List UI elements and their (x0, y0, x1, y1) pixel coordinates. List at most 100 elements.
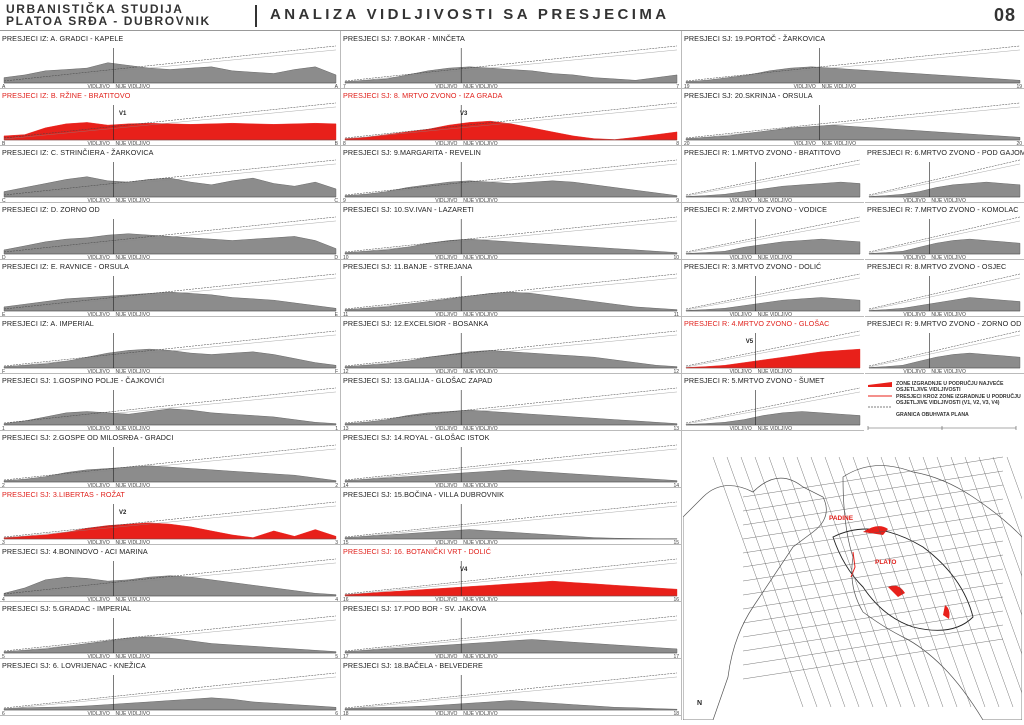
sight-line (344, 501, 678, 538)
section-title: PRESJECI SJ: 6. LOVRIJENAC - KNEŽICA (2, 661, 146, 670)
section-profile (3, 102, 337, 141)
section-title: PRESJECI SJ: 12.EXCELSIOR - BOSANKA (343, 319, 489, 328)
section-profile (868, 216, 1021, 255)
sight-line-secondary (685, 220, 861, 254)
terrain-profile (685, 348, 861, 369)
not-visible-label: NIJE VIDLJIVO (463, 539, 498, 546)
section-end-left: 15 (343, 539, 349, 546)
section-title: PRESJECI SJ: 5.GRADAC - IMPERIAL (2, 604, 132, 613)
terrain-profile (3, 233, 337, 255)
terrain-profile (344, 409, 678, 426)
sight-line (3, 216, 337, 253)
section-panel: PRESJECI IZ: C. STRINČIERA - ŽARKOVICA VI… (0, 146, 340, 204)
visible-label: VIDLJIVO (435, 710, 458, 717)
section-end-left: 20 (684, 140, 690, 147)
section-title: PRESJECI R: 3.MRTVO ZVONO - DOLIĆ (684, 262, 822, 271)
section-profile (344, 102, 678, 141)
section-end-right: 7 (676, 83, 679, 90)
sight-line-secondary (3, 334, 337, 368)
sight-line-secondary (3, 277, 337, 311)
section-profile (685, 102, 1021, 141)
section-profile (685, 387, 861, 426)
sight-line (3, 615, 337, 652)
sight-line-secondary (685, 106, 1021, 140)
visible-label: VIDLJIVO (87, 425, 110, 432)
visible-label: VIDLJIVO (435, 596, 458, 603)
section-profile (685, 330, 861, 369)
sight-line-secondary (344, 448, 678, 482)
terrain-profile (3, 408, 337, 426)
section-profile (344, 444, 678, 483)
sight-line-secondary (3, 619, 337, 653)
map-section-line (964, 456, 1024, 622)
map-section-line (796, 456, 888, 708)
legend-symbols (867, 382, 1017, 430)
section-end-left: 9 (343, 197, 346, 204)
map-section-line (742, 638, 1004, 680)
section-profile (344, 672, 678, 711)
map-section-line (768, 456, 860, 708)
sight-line (3, 501, 337, 538)
study-title-line1: URBANISTIČKA STUDIJA (6, 2, 184, 16)
section-panel: PRESJECI SJ: 8. MRTVO ZVONO - IZA GRADA V… (341, 89, 681, 147)
not-visible-label: NIJE VIDLJIVO (463, 197, 498, 204)
terrain-profile (3, 697, 337, 711)
sight-line (344, 330, 678, 367)
sight-line (3, 672, 337, 709)
sight-line-secondary (3, 49, 337, 83)
not-visible-label: NIJE VIDLJIVO (463, 140, 498, 147)
terrain-profile (685, 411, 861, 426)
terrain-profile (344, 529, 678, 540)
section-panel: PRESJECI R: 7.MRTVO ZVONO - KOMOLAC VIDLJ… (865, 203, 1024, 261)
section-end-left: 1 (2, 425, 5, 432)
sight-line-secondary (344, 334, 678, 368)
sight-line (3, 558, 337, 595)
section-end-right: 16 (673, 596, 679, 603)
section-title: PRESJECI IZ: A. GRADCI - KAPELE (2, 34, 124, 43)
section-panel: PRESJECI SJ: 4.BONINOVO - ACI MARINA VIDL… (0, 545, 340, 603)
sight-line (3, 387, 337, 424)
section-panel: PRESJECI SJ: 6. LOVRIJENAC - KNEŽICA VIDL… (0, 659, 340, 717)
visibility-zone-tag: V5 (745, 338, 754, 345)
section-profile (344, 615, 678, 654)
section-title: PRESJECI R: 7.MRTVO ZVONO - KOMOLAC (867, 205, 1019, 214)
not-visible-label: NIJE VIDLJIVO (931, 368, 966, 375)
section-end-right: 20 (1016, 140, 1022, 147)
section-end-right: 17 (673, 653, 679, 660)
section-end-right: 6 (335, 710, 338, 717)
section-panel: PRESJECI SJ: 17.POD BOR - SV. JAKOVA VIDL… (341, 602, 681, 660)
visible-label: VIDLJIVO (793, 83, 816, 90)
sight-line (344, 216, 678, 253)
section-end-left: 14 (343, 482, 349, 489)
section-profile (344, 501, 678, 540)
visibility-zone-tag: V1 (119, 110, 127, 117)
visible-label: VIDLJIVO (435, 197, 458, 204)
section-title: PRESJECI IZ: E. RAVNICE - ORSULA (2, 262, 129, 271)
sight-line-secondary (685, 277, 861, 311)
not-visible-label: NIJE VIDLJIVO (821, 140, 857, 147)
sight-line (685, 102, 1021, 139)
not-visible-label: NIJE VIDLJIVO (931, 197, 966, 204)
study-title-line2: PLATOA SRĐA - DUBROVNIK (6, 14, 211, 28)
visible-label: VIDLJIVO (729, 254, 752, 261)
sight-line-secondary (868, 163, 1021, 197)
section-end-left: 6 (2, 710, 5, 717)
sight-line (868, 330, 1021, 367)
visible-label: VIDLJIVO (435, 140, 458, 147)
section-panel: PRESJECI IZ: E. RAVNICE - ORSULA VIDLJIVO… (0, 260, 340, 318)
map-section-line (742, 470, 1004, 512)
sight-line (685, 273, 861, 310)
section-panel: PRESJECI R: 4.MRTVO ZVONO - GLOŠAC VIDLJI… (682, 317, 864, 375)
section-title: PRESJECI SJ: 20.SKRINJA - ORSULA (684, 91, 813, 100)
visible-label: VIDLJIVO (435, 482, 458, 489)
map-section-line (712, 456, 804, 708)
visibility-zone-tag: V2 (119, 509, 127, 516)
not-visible-label: NIJE VIDLJIVO (463, 596, 498, 603)
section-panel: PRESJECI R: 8.MRTVO ZVONO - OSJEC VIDLJIV… (865, 260, 1024, 318)
section-end-left: 19 (684, 83, 690, 90)
map-section-line (742, 610, 1004, 652)
section-profile (3, 45, 337, 84)
not-visible-label: NIJE VIDLJIVO (115, 596, 150, 603)
section-end-right: 9 (676, 197, 679, 204)
section-profile (868, 159, 1021, 198)
